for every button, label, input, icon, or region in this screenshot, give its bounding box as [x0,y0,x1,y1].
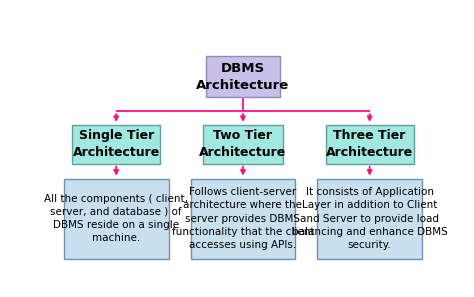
FancyBboxPatch shape [202,125,283,164]
Text: Follows client-server
architecture where the
server provides DBMS
functionality : Follows client-server architecture where… [172,187,314,250]
Text: It consists of Application
Layer in addition to Client
and Server to provide loa: It consists of Application Layer in addi… [292,187,447,250]
Text: Single Tier
Architecture: Single Tier Architecture [73,129,160,159]
Text: All the components ( client,
server, and database ) of
DBMS reside on a single
m: All the components ( client, server, and… [44,194,188,244]
FancyBboxPatch shape [64,178,169,259]
FancyBboxPatch shape [191,178,295,259]
FancyBboxPatch shape [72,125,160,164]
Text: DBMS
Architecture: DBMS Architecture [196,62,290,92]
FancyBboxPatch shape [317,178,422,259]
Text: Three Tier
Architecture: Three Tier Architecture [326,129,413,159]
Text: Two Tier
Architecture: Two Tier Architecture [199,129,287,159]
FancyBboxPatch shape [206,56,280,97]
FancyBboxPatch shape [326,125,414,164]
